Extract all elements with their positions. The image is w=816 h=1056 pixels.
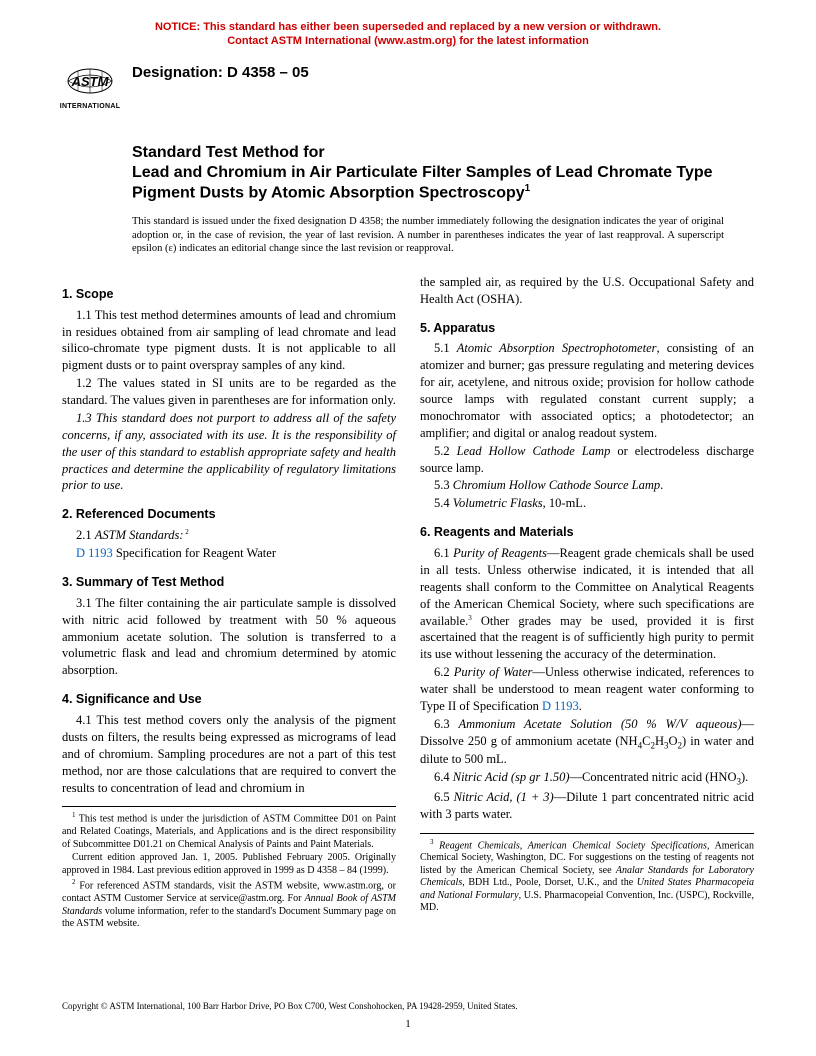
issued-note: This standard is issued under the fixed … xyxy=(62,215,754,256)
header: ASTM INTERNATIONAL Designation: D 4358 –… xyxy=(62,59,754,115)
title-lead: Standard Test Method for xyxy=(132,143,734,163)
para-6-1: 6.1 Purity of Reagents—Reagent grade che… xyxy=(420,545,754,663)
para-5-3: 5.3 Chromium Hollow Cathode Source Lamp. xyxy=(420,477,754,494)
astm-logo: ASTM INTERNATIONAL xyxy=(62,59,118,115)
para-1-2: 1.2 The values stated in SI units are to… xyxy=(62,375,396,409)
title-main: Lead and Chromium in Air Particulate Fil… xyxy=(132,163,734,203)
footnote-1b: Current edition approved Jan. 1, 2005. P… xyxy=(62,852,396,877)
footnote-2: 2 For referenced ASTM standards, visit t… xyxy=(62,878,396,930)
para-6-5: 6.5 Nitric Acid, (1 + 3)—Dilute 1 part c… xyxy=(420,789,754,823)
footnotes-left: 1 This test method is under the jurisdic… xyxy=(62,806,396,930)
para-1-1: 1.1 This test method determines amounts … xyxy=(62,307,396,375)
para-6-4: 6.4 Nitric Acid (sp gr 1.50)—Concentrate… xyxy=(420,769,754,788)
para-4-1: 4.1 This test method covers only the ana… xyxy=(62,712,396,796)
section-5-heading: 5. Apparatus xyxy=(420,320,754,337)
section-1-heading: 1. Scope xyxy=(62,286,396,303)
designation: Designation: D 4358 – 05 xyxy=(132,63,309,83)
para-5-4: 5.4 Volumetric Flasks, 10-mL. xyxy=(420,495,754,512)
para-6-2: 6.2 Purity of Water—Unless otherwise ind… xyxy=(420,664,754,715)
footnotes-right: 3 Reagent Chemicals, American Chemical S… xyxy=(420,833,754,915)
link-d1193[interactable]: D 1193 xyxy=(76,546,113,560)
notice-line1: NOTICE: This standard has either been su… xyxy=(62,20,754,34)
section-3-heading: 3. Summary of Test Method xyxy=(62,574,396,591)
ref-d1193: D 1193 Specification for Reagent Water xyxy=(62,545,396,562)
para-3-1: 3.1 The filter containing the air partic… xyxy=(62,595,396,679)
footnote-1: 1 This test method is under the jurisdic… xyxy=(62,811,396,851)
para-1-3: 1.3 This standard does not purport to ad… xyxy=(62,410,396,494)
para-2-1: 2.1 ASTM Standards: 2 xyxy=(62,527,396,544)
notice-banner: NOTICE: This standard has either been su… xyxy=(62,20,754,49)
para-4-1-cont: the sampled air, as required by the U.S.… xyxy=(420,274,754,308)
copyright: Copyright © ASTM International, 100 Barr… xyxy=(62,1000,754,1012)
section-4-heading: 4. Significance and Use xyxy=(62,691,396,708)
body-columns: 1. Scope 1.1 This test method determines… xyxy=(62,274,754,931)
para-5-1: 5.1 Atomic Absorption Spectrophotometer,… xyxy=(420,340,754,441)
notice-line2: Contact ASTM International (www.astm.org… xyxy=(62,34,754,48)
para-5-2: 5.2 Lead Hollow Cathode Lamp or electrod… xyxy=(420,443,754,477)
page-number: 1 xyxy=(0,1017,816,1032)
svg-text:ASTM: ASTM xyxy=(71,74,110,89)
footnote-3: 3 Reagent Chemicals, American Chemical S… xyxy=(420,838,754,915)
section-6-heading: 6. Reagents and Materials xyxy=(420,524,754,541)
link-d1193-b[interactable]: D 1193 xyxy=(542,699,579,713)
logo-international: INTERNATIONAL xyxy=(60,102,121,111)
para-6-3: 6.3 Ammonium Acetate Solution (50 % W/V … xyxy=(420,716,754,768)
section-2-heading: 2. Referenced Documents xyxy=(62,506,396,523)
title-block: Standard Test Method for Lead and Chromi… xyxy=(62,143,754,203)
